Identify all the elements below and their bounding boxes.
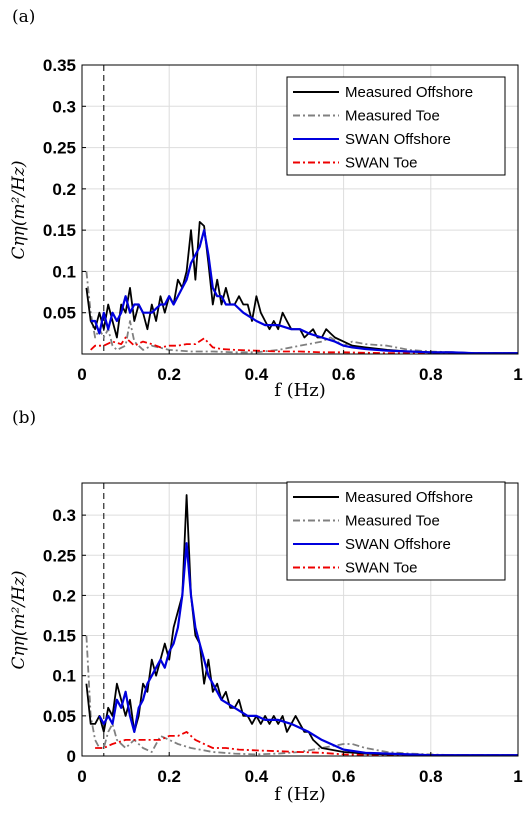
series-line-swan-toe bbox=[90, 336, 518, 355]
series-line-measured-toe bbox=[85, 271, 518, 355]
y-tick-label: 0.25 bbox=[43, 546, 76, 565]
legend-entry: SWAN Toe bbox=[345, 560, 418, 577]
x-tick-label: 0 bbox=[77, 365, 86, 384]
x-tick-label: 0.8 bbox=[419, 767, 443, 786]
legend: Measured Offshore Measured Toe SWAN Offsho… bbox=[286, 76, 506, 176]
x-tick-label: 0 bbox=[77, 767, 86, 786]
x-tick-label: 0.4 bbox=[245, 767, 269, 786]
legend-entry: Measured Toe bbox=[345, 108, 440, 125]
legend-entry: Measured Toe bbox=[345, 513, 440, 530]
legend-entry: Measured Offshore bbox=[345, 84, 473, 101]
panel-label: (a) bbox=[12, 7, 35, 27]
chart-panel-2: (b) 0 0.2 0.4 0.6 0.8 1 0 0.05 0.1 0.15 0.2 0.25 0.3 f… bbox=[9, 408, 523, 805]
series-line-measured-toe bbox=[85, 635, 518, 757]
x-tick-label: 0.8 bbox=[419, 365, 443, 384]
y-axis-label: Cηη(m²/Hz) bbox=[9, 570, 29, 669]
legend-box bbox=[286, 481, 506, 581]
y-tick-label: 0 bbox=[67, 747, 76, 766]
y-tick-label: 0.15 bbox=[43, 221, 76, 240]
x-axis-label: f (Hz) bbox=[274, 784, 326, 805]
y-tick-label: 0.35 bbox=[43, 56, 76, 75]
x-tick-label: 0.2 bbox=[157, 767, 181, 786]
series-line-swan-offshore bbox=[98, 542, 518, 757]
x-tick-label: 0.6 bbox=[332, 365, 356, 384]
y-tick-label: 0.3 bbox=[52, 97, 76, 116]
chart-panel-1: (a) 0 0.2 0.4 0.6 0.8 1 0.05 0.1 0.15 0.2 0.25 0.3 0.… bbox=[9, 7, 523, 401]
x-axis-label: f (Hz) bbox=[274, 380, 326, 401]
legend: Measured Offshore Measured Toe SWAN Offsho… bbox=[286, 481, 506, 581]
legend-entry: SWAN Offshore bbox=[345, 131, 451, 148]
y-tick-label: 0.1 bbox=[52, 262, 76, 281]
y-tick-label: 0.15 bbox=[43, 627, 76, 646]
y-tick-label: 0.25 bbox=[43, 139, 76, 158]
legend-box bbox=[286, 76, 506, 176]
legend-entry: Measured Offshore bbox=[345, 489, 473, 506]
y-tick-label: 0.05 bbox=[43, 707, 76, 726]
x-tick-label: 1 bbox=[513, 365, 522, 384]
y-tick-label: 0.1 bbox=[52, 667, 76, 686]
series-line-swan-toe bbox=[95, 731, 518, 757]
x-tick-label: 0.4 bbox=[245, 365, 269, 384]
panel-label: (b) bbox=[12, 408, 36, 428]
x-tick-label: 1 bbox=[513, 767, 522, 786]
x-tick-label: 0.2 bbox=[157, 365, 181, 384]
y-tick-label: 0.05 bbox=[43, 304, 76, 323]
legend-entry: SWAN Toe bbox=[345, 155, 418, 172]
y-tick-label: 0.2 bbox=[52, 180, 76, 199]
x-tick-label: 0.6 bbox=[332, 767, 356, 786]
y-tick-label: 0.3 bbox=[52, 506, 76, 525]
series-line-swan-offshore bbox=[90, 229, 518, 355]
y-axis-label: Cηη(m²/Hz) bbox=[9, 160, 29, 259]
y-tick-label: 0.2 bbox=[52, 586, 76, 605]
axes-box bbox=[81, 64, 519, 355]
legend-entry: SWAN Offshore bbox=[345, 536, 451, 553]
